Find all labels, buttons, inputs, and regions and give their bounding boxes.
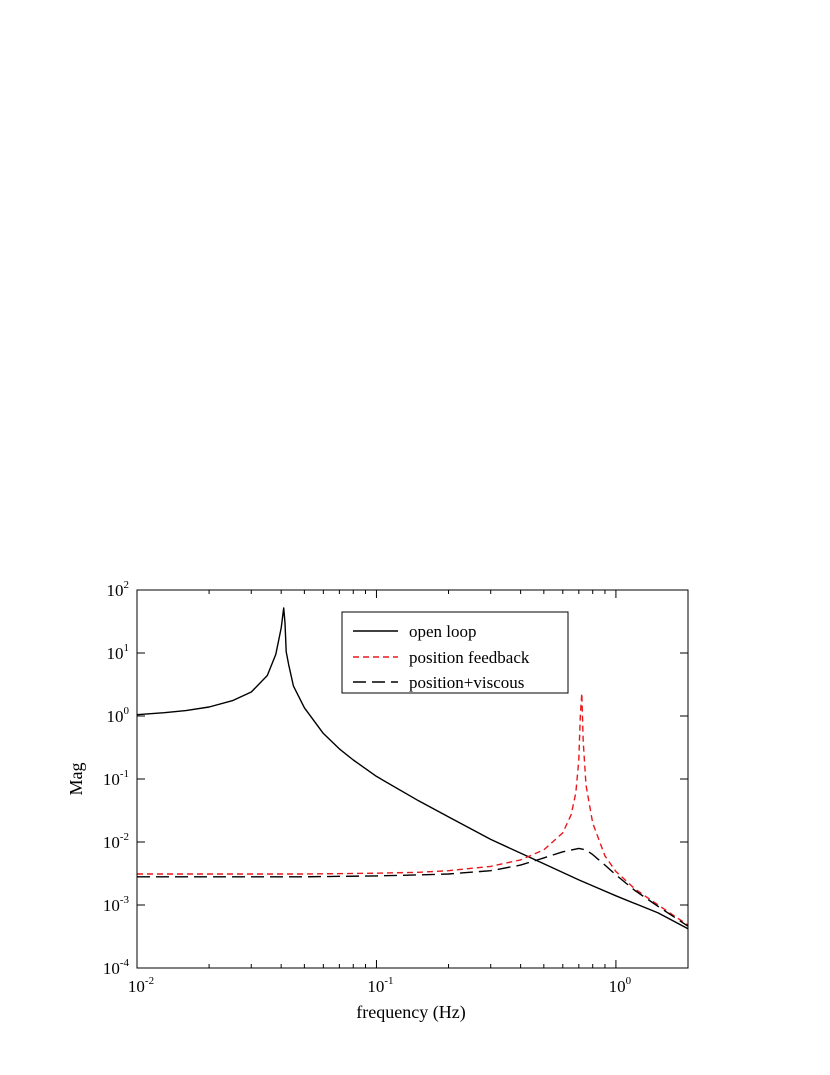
series-line-position-viscous — [137, 847, 689, 927]
legend-box — [341, 611, 569, 694]
x-tick-label: 10-2 — [128, 975, 154, 996]
legend-label-open-loop: open loop — [409, 622, 477, 641]
y-tick-label: 10-4 — [103, 957, 130, 978]
series-layer — [136, 607, 689, 930]
legend-label-position-viscous: position+viscous — [409, 673, 524, 692]
y-tick-label: 10-2 — [103, 831, 129, 852]
y-axis-label: Mag — [66, 763, 86, 796]
series-line-open-loop — [136, 607, 689, 930]
y-tick-label: 10-1 — [103, 768, 129, 789]
legend-label-position-feedback: position feedback — [409, 648, 530, 667]
y-tick-label: 10-3 — [103, 894, 130, 915]
y-tick-label: 102 — [107, 579, 130, 600]
x-tick-label: 100 — [609, 975, 632, 996]
x-tick-label: 10-1 — [367, 975, 393, 996]
tick-label-layer: 10-2 10-1 100 102 101 100 10-1 10-2 10-3 10-4 — [103, 579, 632, 996]
y-tick-label: 100 — [107, 705, 130, 726]
x-axis-label: frequency (Hz) — [356, 1002, 465, 1023]
legend: open loop position feedback position+vis… — [341, 611, 569, 694]
tick-layer — [136, 589, 688, 969]
y-tick-label: 101 — [107, 642, 130, 663]
